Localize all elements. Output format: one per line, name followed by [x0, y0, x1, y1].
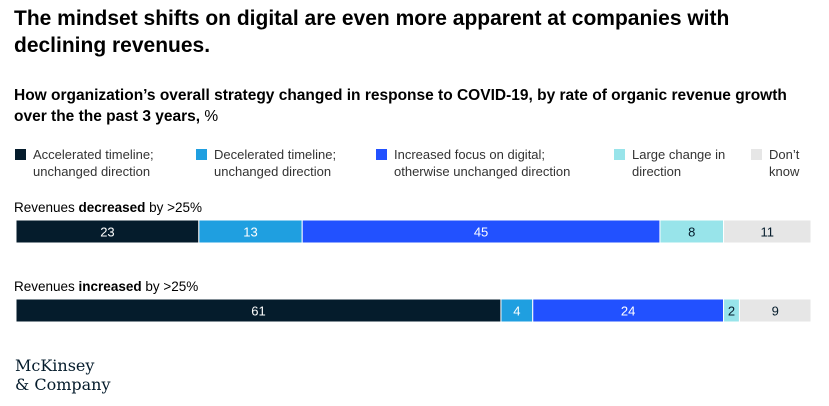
legend-item-accelerated: Accelerated timeline; unchanged directio…	[15, 146, 183, 180]
bar-value-label: 9	[772, 304, 779, 319]
bar-value-label: 2	[728, 304, 735, 319]
bar-value-label: 8	[688, 225, 695, 240]
bar-segment	[723, 219, 812, 244]
chart-title: The mindset shifts on digital are even m…	[14, 7, 730, 57]
legend-label: Don’t know	[769, 147, 800, 179]
row-label-bold: increased	[78, 279, 142, 294]
logo-line-2: & Company	[15, 375, 111, 394]
legend-swatch	[15, 149, 26, 160]
legend-label: Accelerated timeline; unchanged directio…	[33, 147, 154, 179]
legend-label: Large change in direction	[632, 147, 726, 179]
legend-item-dont-know: Don’t know	[751, 146, 821, 180]
chart-subtitle: How organization’s overall strategy chan…	[14, 85, 814, 127]
legend-swatch	[376, 149, 387, 160]
legend-label: Decelerated timeline; unchanged directio…	[214, 147, 337, 179]
legend-item-large-change: Large change in direction	[614, 146, 732, 180]
legend-label: Increased focus on digital; otherwise un…	[394, 147, 571, 179]
legend-item-decelerated: Decelerated timeline; unchanged directio…	[196, 146, 364, 180]
bar-value-label: 11	[761, 225, 775, 240]
mckinsey-logo: McKinsey & Company	[15, 356, 111, 394]
legend-swatch	[614, 149, 625, 160]
logo-line-1: McKinsey	[15, 356, 95, 375]
bar-segment	[738, 298, 812, 323]
legend-swatch	[196, 149, 207, 160]
row-label-post: by >25%	[141, 279, 199, 294]
row-label-decreased: Revenues decreased by >25%	[14, 199, 202, 216]
row-label-post: by >25%	[145, 200, 203, 215]
row-label-increased: Revenues increased by >25%	[14, 278, 198, 295]
row-label-bold: decreased	[78, 200, 146, 215]
bar-value-label: 13	[243, 225, 257, 240]
subtitle-text: How organization’s overall strategy chan…	[14, 87, 787, 125]
subtitle-unit: %	[200, 108, 219, 125]
bar-value-label: 61	[251, 304, 265, 319]
legend-item-digital: Increased focus on digital; otherwise un…	[376, 146, 599, 180]
bar-value-label: 4	[513, 304, 520, 319]
legend-swatch	[751, 149, 762, 160]
row-label-pre: Revenues	[14, 200, 79, 215]
bar-value-label: 45	[474, 225, 488, 240]
bar-value-label: 23	[100, 225, 114, 240]
bar-value-label: 24	[621, 304, 635, 319]
row-label-pre: Revenues	[14, 279, 79, 294]
